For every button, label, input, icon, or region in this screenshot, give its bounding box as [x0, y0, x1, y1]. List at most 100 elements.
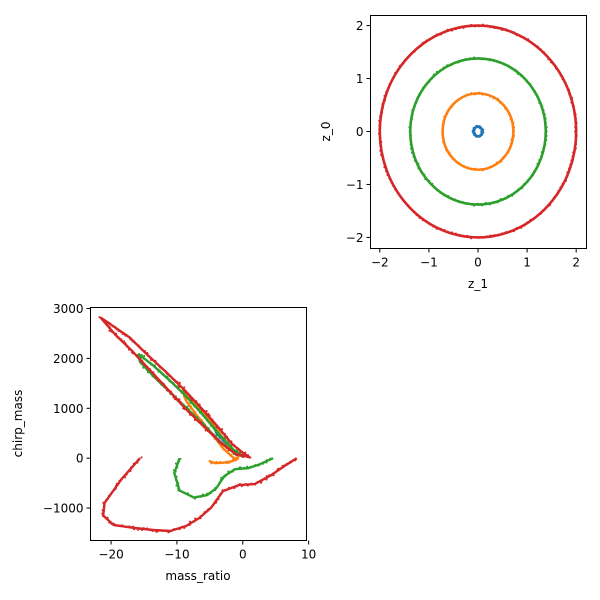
series-3-point — [574, 117, 577, 120]
series-2-point — [217, 483, 220, 487]
x-tick-label: −20 — [98, 548, 123, 562]
series-2-point — [176, 466, 179, 469]
series-2-ring — [408, 57, 548, 206]
series-3-curve-1 — [102, 457, 298, 533]
series-3-point — [140, 456, 143, 459]
series-1-point — [210, 462, 213, 465]
series-3-point — [122, 340, 126, 343]
series-3-point — [164, 386, 168, 389]
series-3-point — [432, 35, 435, 38]
series-3-point — [272, 474, 275, 477]
series-2-point — [412, 155, 415, 158]
series-3-point — [161, 367, 165, 371]
series-3-point — [504, 231, 507, 234]
series-3-point — [394, 188, 397, 191]
series-2-point — [468, 57, 472, 60]
series-2-point — [545, 130, 548, 133]
series-3-point — [180, 525, 184, 528]
series-3-point — [153, 375, 157, 378]
series-2-point — [179, 389, 182, 392]
series-1-point — [510, 138, 513, 141]
series-3-point — [380, 140, 383, 144]
series-1-point — [442, 119, 445, 123]
series-3-point — [542, 51, 545, 54]
series-3-point — [462, 26, 465, 29]
series-2-point — [496, 60, 499, 63]
series-2-point — [541, 105, 544, 108]
series-2-point — [503, 63, 506, 66]
series-3-point — [439, 33, 443, 36]
series-3-point — [233, 486, 236, 490]
series-3-point — [227, 486, 231, 489]
series-1-point — [222, 461, 225, 465]
series-3-point — [244, 482, 247, 486]
series-2-point — [526, 180, 529, 184]
series-3-point — [149, 529, 152, 532]
series-1-point — [456, 160, 459, 164]
series-1-point — [220, 445, 223, 448]
series-3-point — [493, 234, 496, 237]
series-3-point — [143, 349, 146, 353]
series-2-point — [175, 484, 178, 487]
series-3-point — [249, 456, 252, 459]
series-3-point — [392, 185, 395, 188]
series-3-point — [425, 39, 428, 42]
series-3-point — [559, 74, 562, 77]
data-layer — [377, 23, 578, 240]
series-3-point — [473, 25, 477, 28]
series-3-point — [187, 410, 190, 413]
series-1-point — [450, 105, 453, 108]
series-3-point — [211, 420, 214, 423]
series-3-point — [115, 328, 119, 331]
series-3-point — [398, 64, 401, 68]
series-3-point — [508, 230, 511, 233]
series-1-point — [441, 132, 444, 135]
series-3-point — [388, 177, 391, 180]
series-3-point — [236, 453, 239, 456]
series-3-point — [108, 329, 111, 332]
series-2-point — [201, 414, 205, 417]
series-2-point — [193, 497, 197, 500]
series-2-point — [143, 354, 146, 358]
series-2-point — [153, 364, 156, 367]
series-3-point — [527, 38, 530, 41]
series-2-point — [542, 109, 545, 112]
series-3-point — [421, 219, 425, 222]
series-1-point — [492, 164, 495, 167]
series-2-point — [261, 462, 265, 465]
series-2-point — [507, 64, 510, 67]
series-2-point — [420, 90, 423, 93]
series-3-point — [140, 528, 144, 531]
series-3-point — [413, 50, 416, 53]
series-2-point — [542, 147, 545, 150]
series-2-point — [510, 67, 513, 70]
series-3-point — [469, 23, 473, 27]
series-3-point — [227, 438, 230, 442]
series-2-point — [222, 436, 225, 439]
series-3-point — [124, 342, 127, 345]
series-1-point — [450, 155, 453, 158]
series-3-point — [176, 380, 179, 383]
series-3-point — [166, 389, 169, 392]
series-1-point — [509, 114, 512, 117]
series-3-point — [497, 26, 500, 29]
series-1-point — [444, 144, 447, 147]
series-2-point — [409, 121, 413, 125]
series-1-point — [502, 103, 505, 106]
series-3-point — [458, 26, 461, 29]
series-3-point — [432, 225, 435, 228]
series-1-point — [474, 167, 477, 170]
series-2-point — [174, 462, 178, 465]
series-3-point — [567, 167, 571, 170]
series-1-point — [498, 101, 502, 104]
series-3-point — [188, 394, 191, 397]
series-3-point — [485, 235, 488, 238]
series-1-point — [442, 140, 445, 144]
series-3-point — [381, 102, 384, 106]
series-2-point — [265, 461, 268, 464]
series-2-point — [409, 143, 412, 146]
series-3-point — [380, 153, 383, 156]
series-3-point — [505, 28, 508, 31]
series-2-point — [431, 182, 434, 186]
